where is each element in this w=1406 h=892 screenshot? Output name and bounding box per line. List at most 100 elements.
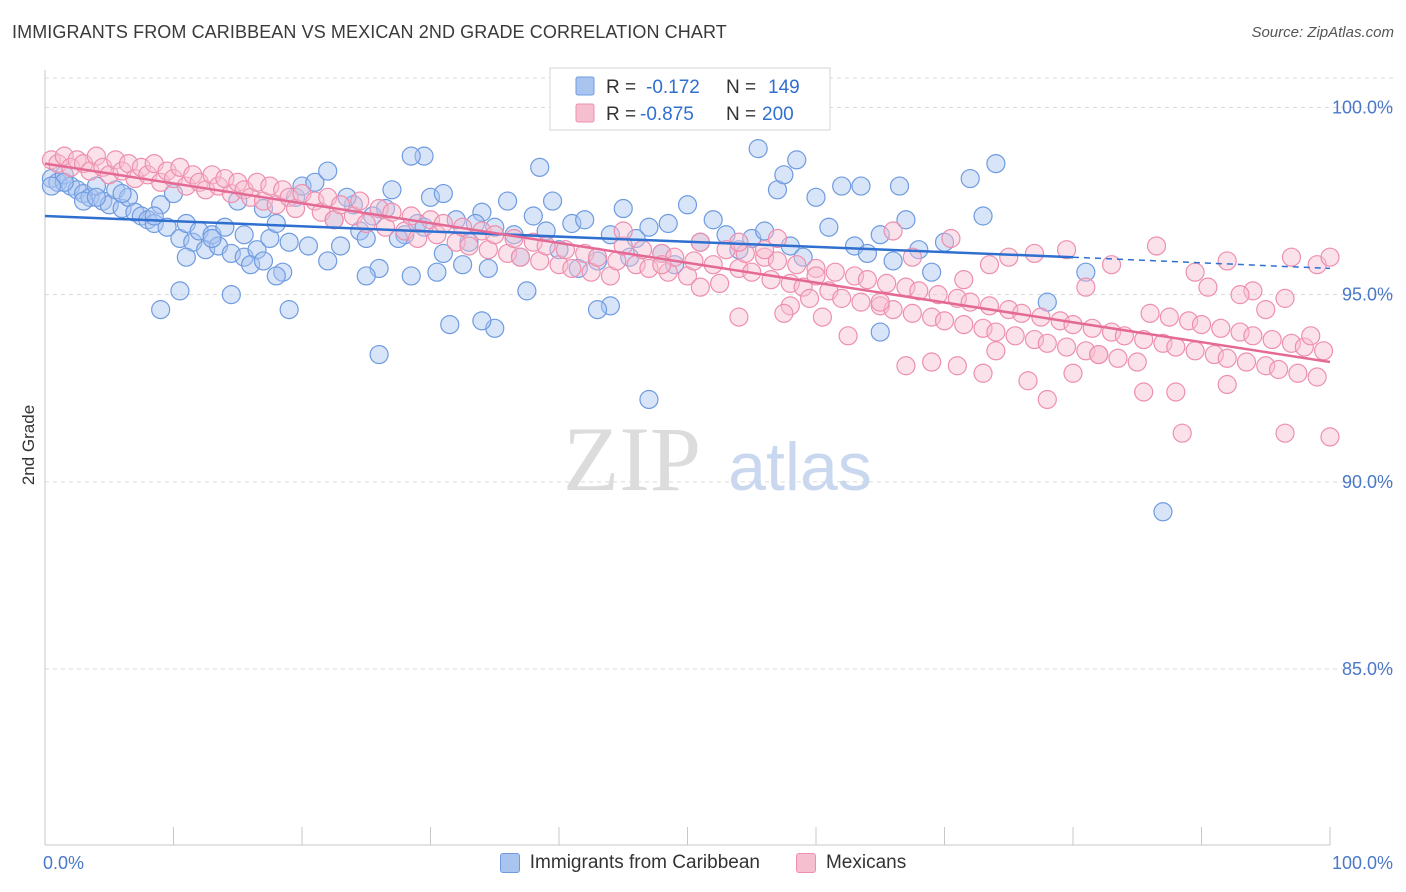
caribbean-point-89: [832, 176, 852, 196]
caribbean-point-91: [857, 243, 878, 264]
y-tick-label-1: 95.0%: [1342, 285, 1393, 305]
legend-box: [549, 67, 831, 131]
mexicans-point-85: [684, 251, 704, 271]
caribbean-point-105: [748, 139, 768, 159]
axes: [44, 70, 1331, 846]
mexicans-point-183: [613, 221, 633, 241]
mexicans-point-166: [1037, 389, 1057, 410]
mexicans-point-175: [838, 326, 858, 346]
mexicans-point-120: [986, 322, 1006, 342]
mexicans-point-146: [1211, 318, 1231, 338]
mexicans-point-205: [1320, 247, 1340, 267]
caribbean-point-134: [234, 225, 254, 245]
mexicans-point-170: [947, 356, 967, 376]
mexicans-point-116: [954, 314, 974, 335]
mexicans-point-144: [1191, 314, 1212, 335]
mexicans-point-163: [1134, 382, 1154, 402]
mexicans-point-172: [986, 341, 1006, 361]
caribbean-point-94: [896, 210, 916, 230]
mexicans-point-180: [729, 307, 749, 327]
watermark: ZIP atlas: [563, 408, 872, 510]
mexicans-point-208: [1230, 285, 1250, 305]
mexicans-point-173: [922, 352, 942, 372]
legend-r-label-1: R =: [606, 77, 636, 98]
mexicans-point-165: [1217, 374, 1237, 395]
mexicans-point-207: [1256, 300, 1276, 320]
mexicans-point-113: [928, 285, 948, 305]
mexicans-point-94: [761, 270, 781, 290]
caribbean-point-135: [253, 251, 274, 271]
y-tick-label-3: 85.0%: [1342, 659, 1393, 679]
mexicans-point-167: [1063, 363, 1083, 383]
tick-labels: 100.0% 95.0% 90.0% 85.0% 0.0% 100.0%: [43, 97, 1393, 873]
bottom-legend-mexicans: Mexicans: [795, 852, 907, 874]
caribbean-point-43: [330, 236, 351, 256]
legend-swatch-blue: [575, 76, 595, 96]
mexicans-point-103: [844, 266, 865, 286]
mexicans-point-151: [1256, 356, 1276, 376]
caribbean-point-122: [870, 322, 890, 342]
x-tick-label-0: 0.0%: [43, 853, 84, 873]
mexicans-point-53: [408, 228, 428, 249]
caribbean-point-114: [279, 300, 299, 320]
caribbean-point-98: [960, 168, 980, 189]
mexicans-point-202: [1243, 281, 1263, 301]
caribbean-point-65: [523, 206, 543, 226]
legend-n-value-2: 200: [762, 104, 794, 125]
mexicans-point-149: [1236, 352, 1257, 372]
caribbean-point-99: [973, 206, 993, 226]
caribbean-point-32: [247, 240, 267, 260]
mexicans-point-138: [1140, 303, 1160, 323]
bottom-legend-label-mexicans: Mexicans: [825, 852, 907, 873]
caribbean-point-106: [530, 157, 550, 177]
caribbean-point-40: [305, 172, 325, 192]
caribbean-point-87: [806, 187, 826, 207]
mexicans-point-142: [1179, 311, 1199, 331]
mexicans-point-162: [1275, 423, 1295, 443]
mexicans-point-161: [1172, 423, 1192, 443]
caribbean-point-147: [658, 213, 678, 234]
mexicans-point-171: [973, 363, 993, 383]
mexicans-point-159: [1301, 326, 1321, 346]
mexicans-point-93: [754, 247, 775, 267]
watermark-atlas: atlas: [728, 429, 872, 505]
mexicans-point-14: [131, 157, 151, 177]
mexicans-point-174: [896, 356, 916, 376]
mexicans-point-197: [1076, 277, 1096, 297]
caribbean-point-123: [369, 344, 389, 365]
caribbean-point-103: [787, 150, 807, 170]
mexicans-point-136: [1127, 352, 1147, 372]
caribbean-point-92: [870, 225, 890, 245]
mexicans-point-192: [954, 270, 974, 290]
trend-lines: [44, 162, 1331, 364]
bottom-legend-swatch-blue: [499, 853, 520, 873]
caribbean-point-101: [889, 176, 910, 196]
mexicans-point-160: [1320, 427, 1340, 447]
mexicans-point-105: [857, 270, 878, 290]
mexicans-point-179: [774, 303, 794, 323]
mexicans-point-195: [1024, 243, 1045, 264]
caribbean-point-119: [600, 296, 621, 316]
mexicans-point-72: [575, 243, 595, 264]
legend-r-label-2: R =: [606, 104, 636, 125]
mexicans-point-181: [690, 277, 710, 297]
mexicans-point-188: [870, 292, 890, 312]
mexicans-point-64: [504, 228, 524, 249]
mexicans-point-157: [1307, 367, 1327, 387]
caribbean-point-64: [517, 281, 537, 301]
watermark-zip: ZIP: [563, 408, 701, 510]
y-tick-label-2: 90.0%: [1342, 472, 1393, 492]
caribbean-point-112: [170, 281, 190, 301]
mexicans-point-128: [1056, 337, 1077, 357]
stats-legend: R = -0.172 N = 149 R = -0.875 N = 200: [549, 67, 831, 131]
caribbean-point-93: [883, 251, 903, 271]
mexicans-point-200: [1185, 262, 1205, 282]
mexicans-point-169: [1018, 371, 1038, 391]
legend-r-value-1: -0.172: [646, 77, 700, 98]
mexicans-point-156: [1294, 337, 1314, 357]
mexicans-point-48: [369, 198, 389, 219]
mexicans-point-102: [832, 288, 852, 308]
bottom-legend-caribbean: Immigrants from Caribbean: [499, 852, 760, 874]
mexicans-point-147: [1217, 348, 1237, 368]
mexicans-point-209: [1198, 277, 1218, 297]
